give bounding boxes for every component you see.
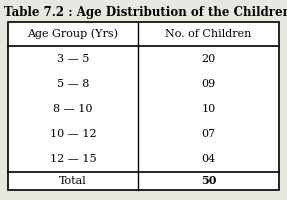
Text: Age Group (Yrs): Age Group (Yrs) (28, 29, 119, 39)
Text: 04: 04 (201, 154, 216, 164)
Text: 50: 50 (201, 176, 216, 186)
Text: 10 — 12: 10 — 12 (50, 129, 96, 139)
Text: Total: Total (59, 176, 87, 186)
Text: Table 7.2 : Age Distribution of the Children: Table 7.2 : Age Distribution of the Chil… (4, 6, 287, 19)
Text: 12 — 15: 12 — 15 (50, 154, 96, 164)
Text: 5 — 8: 5 — 8 (57, 79, 89, 89)
Text: 8 — 10: 8 — 10 (53, 104, 93, 114)
Text: 3 — 5: 3 — 5 (57, 54, 89, 64)
Bar (8, 22, 279, 190)
Text: 09: 09 (201, 79, 216, 89)
Text: 20: 20 (201, 54, 216, 64)
Text: 07: 07 (201, 129, 216, 139)
Text: No. of Children: No. of Children (165, 29, 252, 39)
Text: 10: 10 (201, 104, 216, 114)
